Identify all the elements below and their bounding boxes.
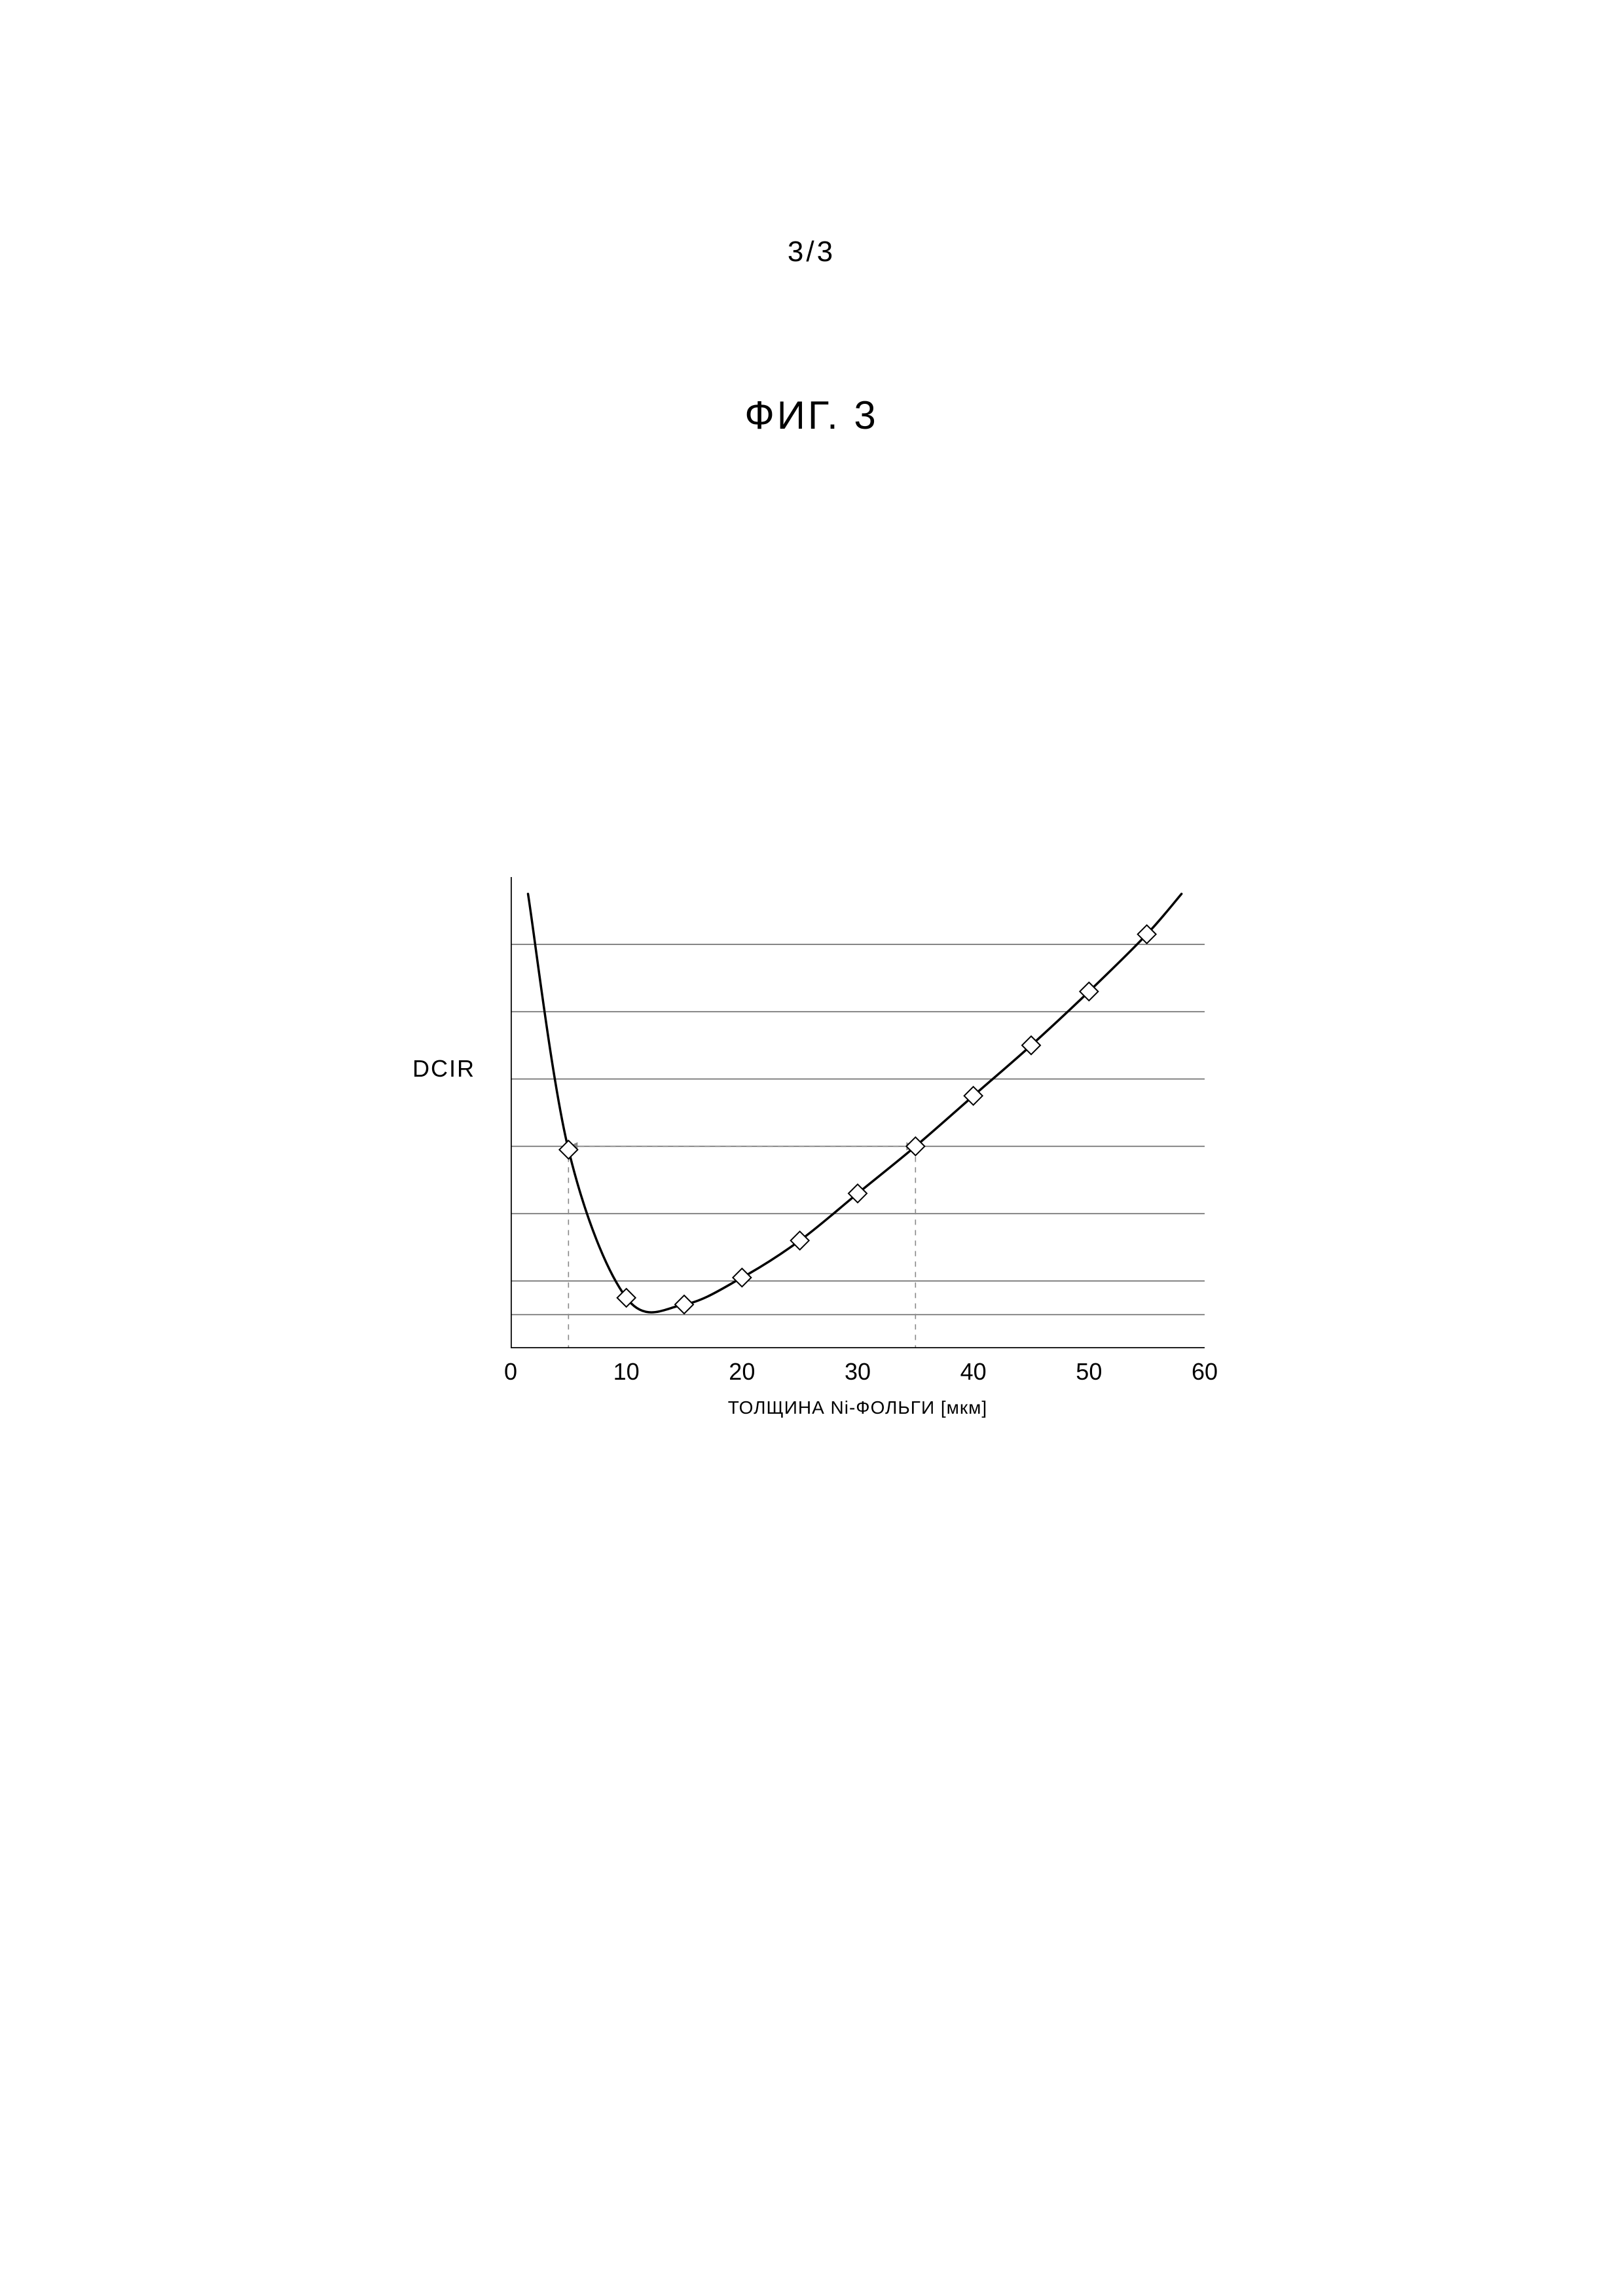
y-axis-label: DCIR [412, 1055, 475, 1083]
chart [511, 877, 1205, 1348]
page: 3/3 ФИГ. 3 DCIR 0 10 20 30 40 50 60 ТОЛЩИНА Ni… [0, 0, 1623, 2296]
chart-svg [511, 877, 1205, 1348]
x-tick-label: 40 [954, 1358, 993, 1386]
page-number: 3/3 [0, 236, 1623, 268]
x-tick-label: 30 [838, 1358, 877, 1386]
x-axis-label: ТОЛЩИНА Ni-ФОЛЬГИ [мкм] [511, 1397, 1205, 1418]
x-tick-label: 10 [607, 1358, 646, 1386]
x-tick-label: 50 [1069, 1358, 1108, 1386]
x-tick-label: 60 [1185, 1358, 1224, 1386]
x-tick-label: 0 [491, 1358, 530, 1386]
figure-title: ФИГ. 3 [0, 393, 1623, 438]
x-tick-label: 20 [722, 1358, 761, 1386]
x-tick-labels: 0102030405060 [511, 1358, 1205, 1391]
